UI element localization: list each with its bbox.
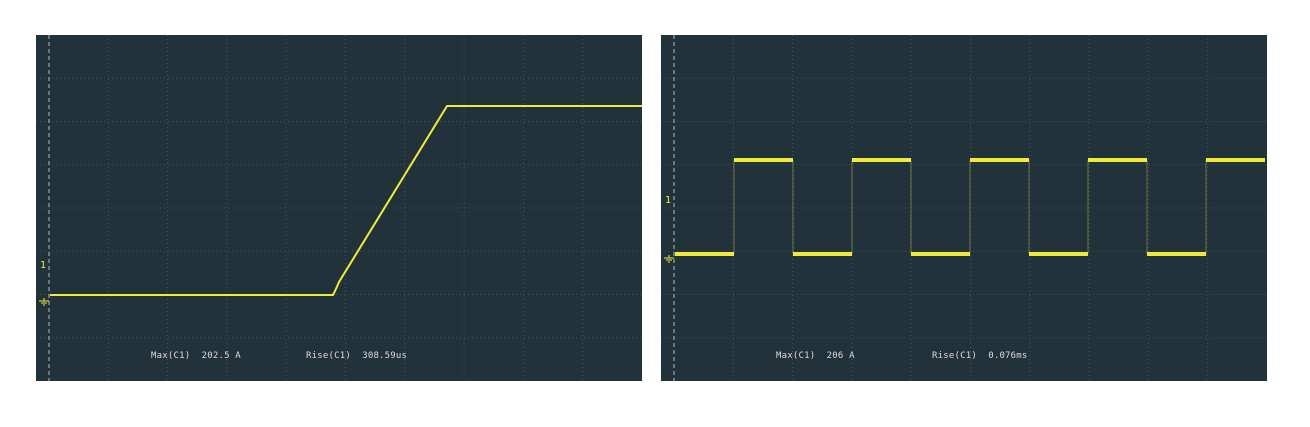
waveform-plot-right: 1 [661,35,1267,381]
grid [661,35,1267,381]
channel-marker: 1 [665,195,671,206]
max-measurement: Max(C1) 206 A [776,351,855,361]
signal-trace [50,105,642,296]
signal-trace [675,158,1265,256]
oscilloscope-screen-right: 1 Max(C1) 206 A Rise(C1) 0.076ms [661,35,1267,381]
ground-icon [664,255,674,263]
waveform-plot-left: 1 [36,35,642,381]
grid [36,35,642,381]
max-measurement: Max(C1) 202.5 A [151,351,241,361]
rise-measurement: Rise(C1) 308.59us [306,351,408,361]
oscilloscope-screen-left: 1 Max(C1) 202.5 A Rise(C1) 308.59us [36,35,642,381]
channel-marker: 1 [40,260,46,271]
rise-measurement: Rise(C1) 0.076ms [932,351,1028,361]
ground-icon [39,298,49,306]
